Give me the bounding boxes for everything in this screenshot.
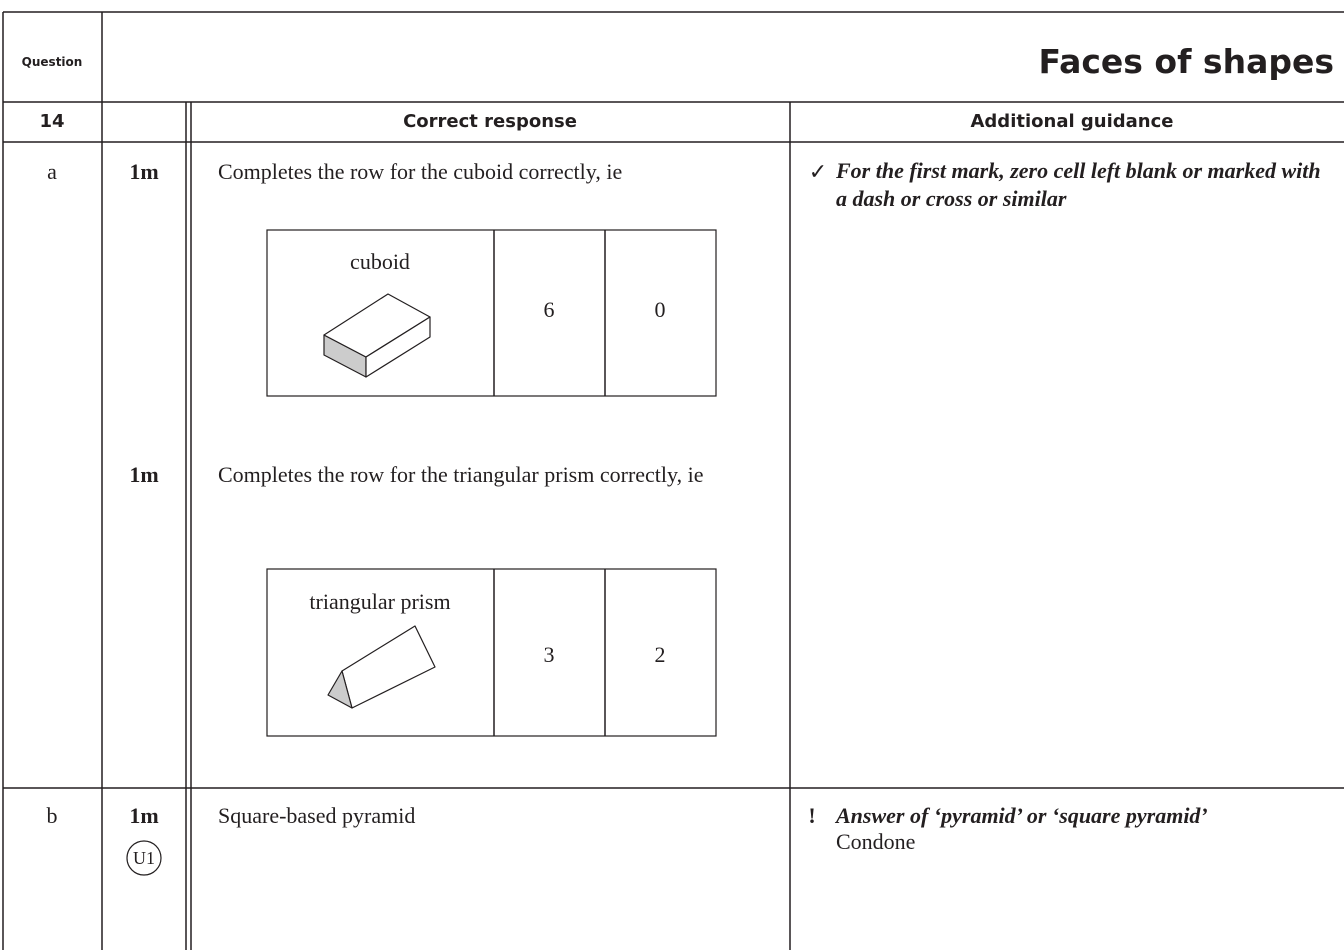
guidance-symbol: ✓ bbox=[808, 159, 828, 184]
cell: 6 bbox=[543, 297, 555, 322]
inner-table-prism bbox=[266, 568, 717, 737]
code-circle bbox=[126, 840, 162, 876]
question-number: 14 bbox=[39, 111, 65, 132]
question-label: Question bbox=[21, 55, 83, 69]
mark: 1m bbox=[129, 159, 159, 184]
mark: 1m bbox=[129, 462, 159, 487]
column-header: Additional guidance bbox=[970, 111, 1174, 132]
inner-table-cuboid bbox=[266, 229, 717, 397]
mark: 1m bbox=[129, 803, 159, 828]
prism-drawing bbox=[327, 625, 436, 709]
response: Completes the row for the triangular pri… bbox=[218, 462, 704, 487]
guidance-note: Condone bbox=[836, 829, 916, 854]
cell: 2 bbox=[654, 642, 666, 667]
part: a bbox=[47, 159, 57, 184]
cell: 0 bbox=[654, 297, 666, 322]
title: Faces of shapes bbox=[1038, 42, 1334, 81]
column-header: Correct response bbox=[403, 111, 577, 132]
response: Completes the row for the cuboid correct… bbox=[218, 159, 623, 184]
guidance-text: For the first mark, zero cell left blank… bbox=[836, 158, 1321, 211]
shape-name: triangular prism bbox=[309, 589, 451, 614]
shape-name: cuboid bbox=[350, 249, 410, 274]
guidance-text: Answer of ‘pyramid’ or ‘square pyramid’ bbox=[836, 803, 1208, 828]
cuboid-drawing bbox=[323, 293, 431, 378]
code: U1 bbox=[133, 848, 155, 868]
response: Square-based pyramid bbox=[218, 803, 416, 828]
part: b bbox=[46, 803, 58, 828]
cell: 3 bbox=[543, 642, 555, 667]
guidance-symbol: ! bbox=[808, 803, 816, 828]
